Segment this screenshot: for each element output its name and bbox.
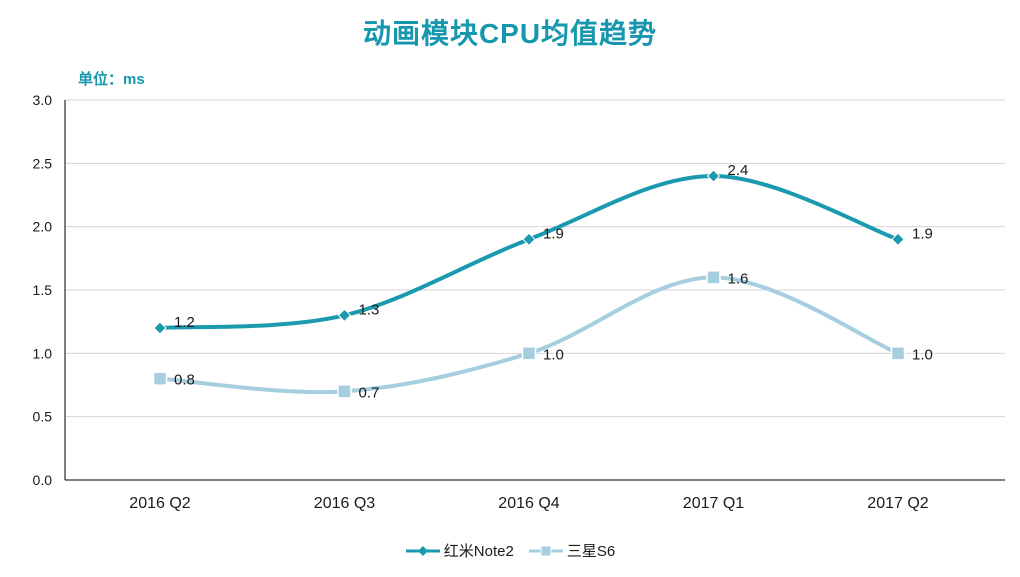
data-point-marker xyxy=(706,270,721,285)
series-line xyxy=(158,173,900,330)
y-tick-label: 1.0 xyxy=(33,345,53,361)
data-point-label: 0.7 xyxy=(359,384,380,401)
series-1: 0.8 0.7 1.0 1.6 1.0 xyxy=(152,270,933,401)
legend-marker-icon xyxy=(528,545,563,556)
data-point-marker xyxy=(706,169,721,183)
legend-item: 三星S6 xyxy=(528,540,615,561)
data-point-label: 2.4 xyxy=(728,162,749,179)
data-point-marker xyxy=(337,308,352,323)
legend-marker-icon xyxy=(405,545,440,556)
y-tick-label: 3.0 xyxy=(33,92,53,108)
data-point-label: 0.8 xyxy=(174,372,195,389)
legend: 红米Note2 三星S6 xyxy=(0,540,1020,561)
y-tick-label: 2.5 xyxy=(33,155,53,171)
legend-item: 红米Note2 xyxy=(405,540,514,561)
gridlines xyxy=(65,99,1005,418)
series-0: 1.2 1.3 1.9 2.4 1.9 xyxy=(153,162,933,335)
data-point-marker xyxy=(152,371,168,386)
data-point-label: 1.9 xyxy=(543,225,564,242)
x-axis-ticks: 2016 Q2 2016 Q3 2016 Q4 2017 Q1 2017 Q2 xyxy=(129,495,928,512)
data-point-label: 1.2 xyxy=(174,314,195,331)
x-tick-label: 2016 Q3 xyxy=(314,495,375,512)
data-point-label: 1.0 xyxy=(912,346,933,363)
data-point-marker xyxy=(891,232,905,247)
series-line xyxy=(158,275,900,395)
x-tick-label: 2016 Q4 xyxy=(498,495,559,512)
data-point-marker xyxy=(521,346,537,361)
data-point-marker xyxy=(153,321,167,335)
x-tick-label: 2017 Q2 xyxy=(867,495,928,512)
unit-label: 单位：ms xyxy=(78,71,145,88)
x-tick-label: 2016 Q2 xyxy=(129,495,190,512)
legend-label: 红米Note2 xyxy=(443,543,514,560)
data-point-label: 1.0 xyxy=(543,346,564,363)
y-axis-ticks: 0.0 0.5 1.0 1.5 2.0 2.5 3.0 xyxy=(33,92,53,488)
chart-title: 动画模块CPU均值趋势 xyxy=(362,18,658,49)
y-tick-label: 1.5 xyxy=(33,282,53,298)
data-point-label: 1.3 xyxy=(359,301,380,318)
x-tick-label: 2017 Q1 xyxy=(683,495,744,512)
y-tick-label: 0.0 xyxy=(33,472,53,488)
legend-label: 三星S6 xyxy=(566,543,616,560)
data-point-label: 1.6 xyxy=(728,270,749,287)
y-tick-label: 2.0 xyxy=(33,219,53,235)
data-point-marker xyxy=(337,384,352,399)
y-tick-label: 0.5 xyxy=(33,409,53,425)
data-point-marker xyxy=(522,232,536,247)
data-point-marker xyxy=(890,346,906,361)
data-point-label: 1.9 xyxy=(912,225,933,242)
